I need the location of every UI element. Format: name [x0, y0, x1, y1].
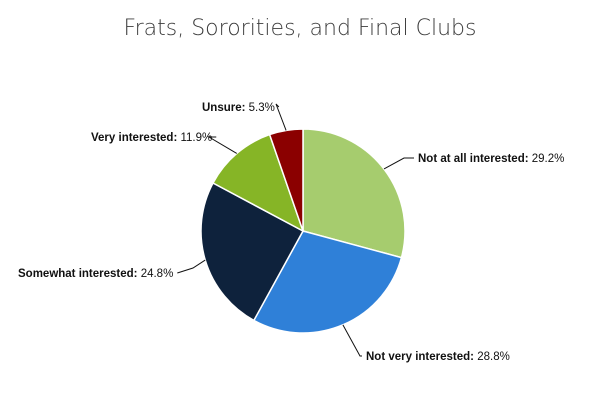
slice-label-not-very-interested: Not very interested: 28.8%	[366, 351, 510, 363]
slice-label-not-at-all-interested: Not at all interested: 29.2%	[418, 153, 564, 165]
leader-line-somewhat-interested	[177, 259, 206, 274]
pie-slice-unsure	[268, 128, 304, 232]
leader-line-unsure	[275, 103, 287, 131]
slice-labels: Not at all interested: 29.2% Not very int…	[18, 102, 564, 363]
pie-slice-not-at-all-interested	[302, 128, 406, 259]
slice-label-very-interested: Very interested: 11.9%	[91, 132, 212, 144]
leader-line-very-interested	[207, 136, 238, 154]
slice-label-somewhat-interested: Somewhat interested: 24.8%	[18, 268, 173, 280]
slice-label-unsure: Unsure: 5.3%	[202, 102, 275, 114]
pie-slices	[200, 128, 406, 334]
leader-lines	[177, 103, 414, 357]
chart-title: Frats, Sororities, and Final Clubs	[124, 16, 477, 41]
leader-line-not-at-all-interested	[383, 157, 414, 170]
leader-line-not-very-interested	[342, 324, 362, 357]
pie-slice-not-very-interested	[252, 230, 403, 334]
pie-slice-somewhat-interested	[200, 181, 305, 322]
